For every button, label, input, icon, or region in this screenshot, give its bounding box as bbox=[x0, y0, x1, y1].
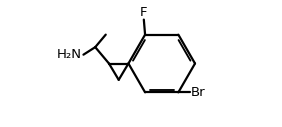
Text: H₂N: H₂N bbox=[57, 48, 81, 61]
Text: F: F bbox=[140, 6, 147, 19]
Text: Br: Br bbox=[190, 86, 205, 99]
